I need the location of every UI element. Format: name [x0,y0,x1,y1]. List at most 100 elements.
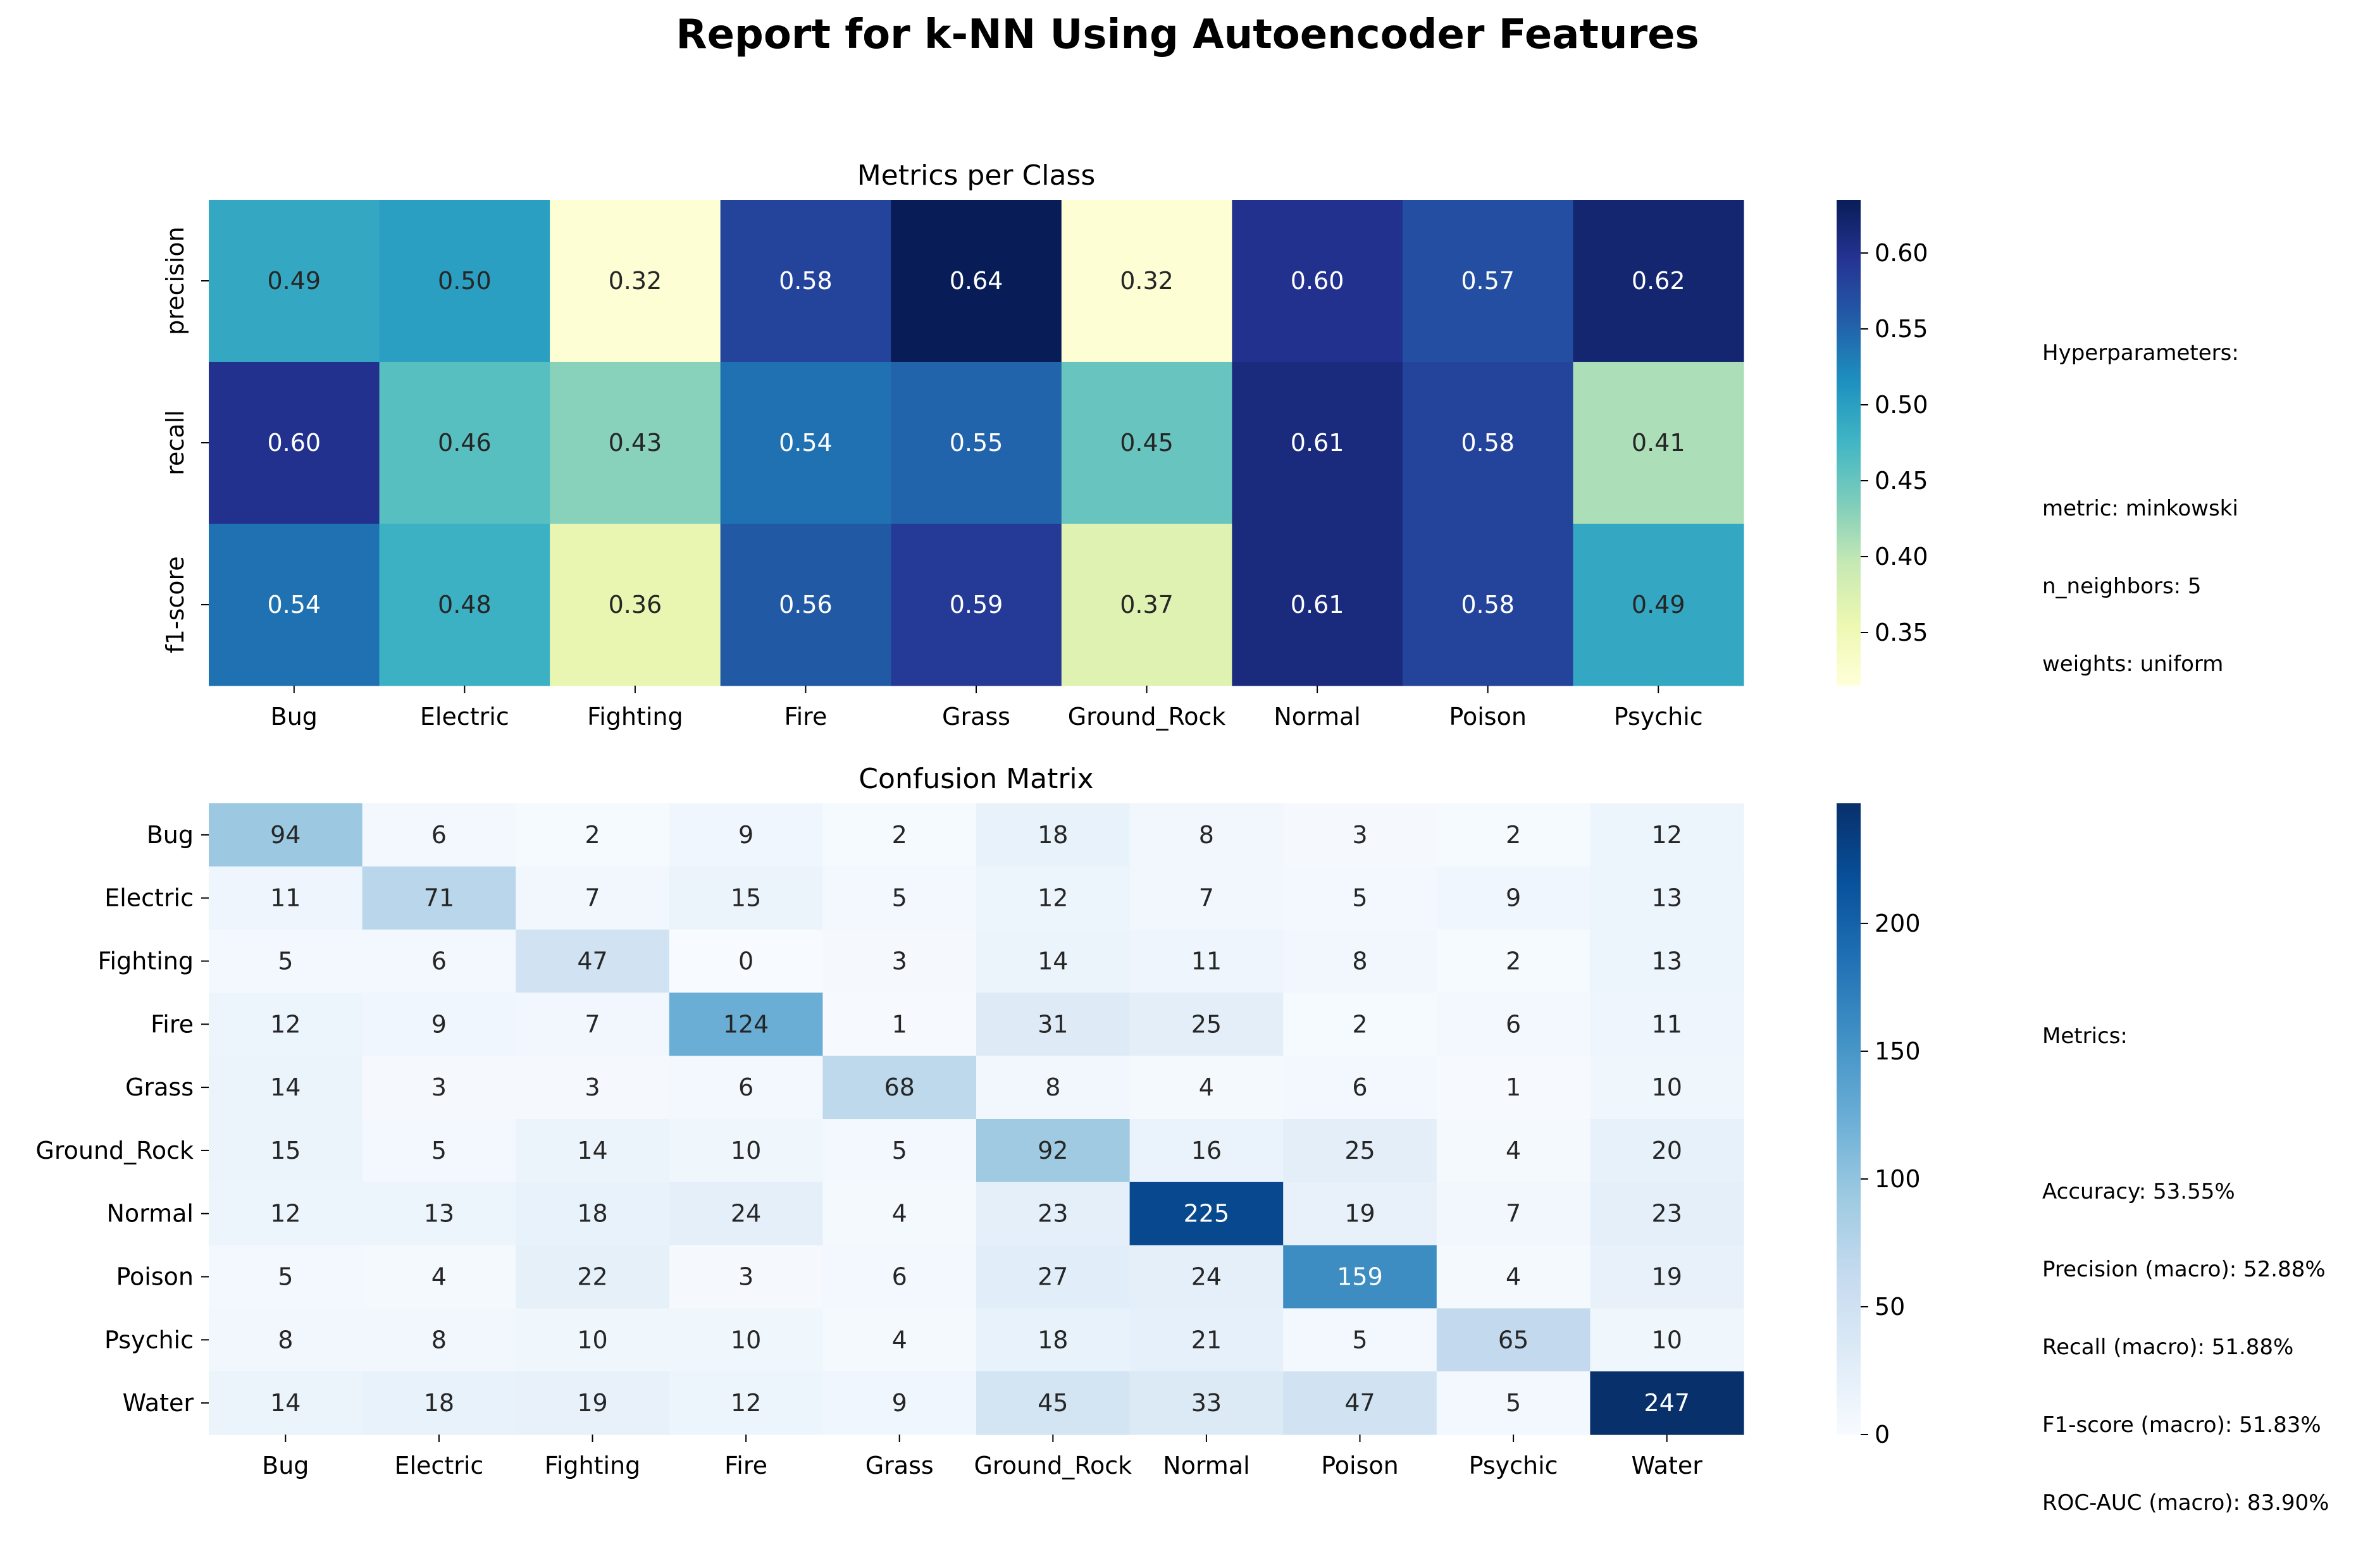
hyperparameter-line: n_neighbors: 5 [2042,574,2202,599]
x-tick-label: Electric [394,1452,483,1479]
heatmap-cell [822,929,977,993]
heatmap-cell [209,200,380,362]
heatmap-cell [976,803,1131,867]
heatmap-cell [362,1182,516,1246]
heatmap-cell [720,362,891,524]
cell-value-label: 5 [278,1263,293,1291]
heatmap-cell [822,1371,977,1435]
cell-value-label: 8 [1045,1073,1060,1101]
heatmap-cell [1590,929,1744,993]
cell-value-label: 21 [1191,1326,1222,1354]
cell-value-label: 0.64 [950,267,1003,295]
cell-value-label: 12 [270,1010,301,1038]
heatmap-cell [516,1245,670,1309]
heatmap-cell [209,362,380,524]
cell-value-label: 20 [1652,1137,1682,1164]
hyperparameters-heading: Hyperparameters: [2042,340,2239,366]
heatmap-cell [1129,803,1284,867]
heatmap-title: Confusion Matrix [859,763,1093,795]
cell-value-label: 12 [1038,884,1068,912]
cell-value-label: 0.46 [438,429,492,457]
cell-value-label: 11 [1652,1010,1682,1038]
x-tick-label: Psychic [1469,1452,1558,1479]
heatmap-cell [1436,866,1591,930]
cell-value-label: 25 [1191,1010,1222,1038]
cell-value-label: 0.61 [1291,591,1344,619]
cell-value-label: 0.36 [609,591,662,619]
heatmap-cell [1590,1056,1744,1120]
y-tick-label: Poison [116,1263,194,1291]
cell-value-label: 2 [1506,948,1521,975]
cell-value-label: 10 [577,1326,607,1354]
cell-value-label: 31 [1038,1010,1068,1038]
cell-value-label: 19 [1652,1263,1682,1291]
colorbar-tick-label: 200 [1875,910,1921,937]
x-tick-label: Bug [262,1452,309,1479]
cell-value-label: 0.48 [438,591,492,619]
heatmap-cell [209,1308,363,1372]
heatmap-cell [976,866,1131,930]
heatmap-cell [550,200,721,362]
cell-value-label: 19 [577,1389,607,1417]
heatmap-cell [1129,1182,1284,1246]
x-tick-label: Ground_Rock [1068,703,1226,731]
cell-value-label: 0.62 [1632,267,1685,295]
heatmap-cell [1590,1371,1744,1435]
x-tick-label: Grass [942,703,1010,731]
cell-value-label: 14 [270,1389,301,1417]
x-tick-label: Poison [1449,703,1527,731]
heatmap-cell [1129,1308,1284,1372]
heatmap-cell [1402,362,1574,524]
heatmap-cell [976,1119,1131,1183]
heatmap-cell [1590,1308,1744,1372]
heatmap-cell [1283,1308,1437,1372]
heatmap-cell [669,866,823,930]
heatmap-cell [1436,1182,1591,1246]
heatmap-cell [1061,362,1232,524]
cell-value-label: 0.37 [1120,591,1174,619]
heatmap-cell [1232,200,1403,362]
cell-value-label: 12 [731,1389,761,1417]
heatmap-cell [209,803,363,867]
heatmap-cell [516,1308,670,1372]
cell-value-label: 0.56 [779,591,833,619]
cell-value-label: 6 [892,1263,907,1291]
heatmap-cell [1573,362,1744,524]
cell-value-label: 225 [1184,1200,1230,1228]
heatmap-cell [379,524,550,686]
cell-value-label: 23 [1652,1200,1682,1228]
heatmap-cell [1590,866,1744,930]
cell-value-label: 12 [270,1200,301,1228]
hyperparameter-line: weights: uniform [2042,651,2224,677]
heatmap-cell [669,929,823,993]
heatmap-cell [1402,200,1574,362]
cell-value-label: 71 [424,884,454,912]
y-tick-label: recall [161,410,189,475]
cell-value-label: 0.32 [1120,267,1174,295]
cell-value-label: 92 [1038,1137,1068,1164]
heatmap-cell [362,803,516,867]
cell-value-label: 47 [577,948,607,975]
cell-value-label: 9 [892,1389,907,1417]
cell-value-label: 14 [577,1137,607,1164]
heatmap-cell [362,1371,516,1435]
cell-value-label: 1 [892,1010,907,1038]
y-tick-label: Electric [104,884,194,912]
colorbar-tick-label: 0.55 [1875,315,1928,343]
cell-value-label: 0.60 [267,429,321,457]
x-tick-label: Fire [724,1452,767,1479]
cell-value-label: 0.43 [609,429,662,457]
heatmap-cell [976,1245,1131,1309]
cell-value-label: 18 [1038,821,1068,849]
x-tick-label: Fighting [587,703,683,731]
hyperparameters-panel: Hyperparameters: metric: minkowski n_nei… [2042,288,2239,729]
cell-value-label: 0.58 [1461,591,1515,619]
heatmap-cell [1129,1056,1284,1120]
x-tick-label: Grass [865,1452,934,1479]
heatmap-cell [1283,803,1437,867]
metrics-summary-line: Accuracy: 53.55% [2042,1179,2235,1204]
cell-value-label: 8 [1199,821,1214,849]
cell-value-label: 94 [270,821,301,849]
heatmap-cell [976,1308,1131,1372]
heatmap-cell [976,992,1131,1056]
